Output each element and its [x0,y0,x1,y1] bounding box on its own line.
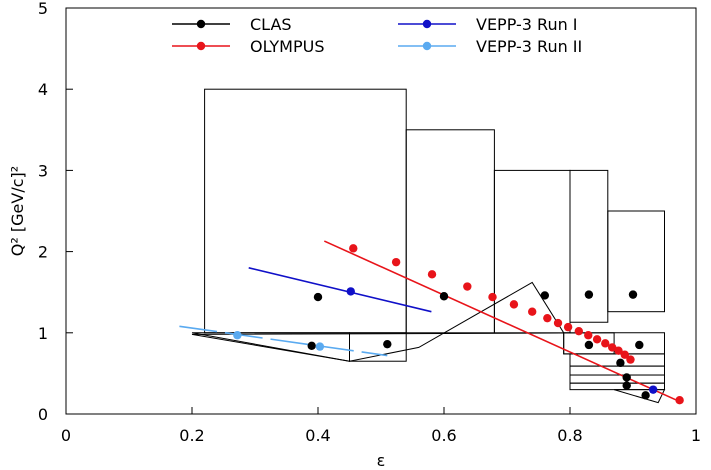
legend-item: OLYMPUS [172,37,324,56]
data-point-clas-3 [540,291,549,300]
data-point-clas-13 [641,391,650,400]
data-point-olympus-11 [574,326,584,336]
series-line-vepp-3-run-i [248,267,432,313]
legend-swatch-marker [196,19,206,29]
data-point-olympus-10 [563,322,573,332]
legend-swatch-marker [422,41,432,51]
acceptance-region-5 [607,210,665,313]
x-tick-label: 0.8 [557,426,582,445]
y-tick-label: 2 [38,243,48,262]
data-point-olympus-18 [626,355,635,364]
acceptance-region-4 [569,169,609,323]
data-point-clas-9 [635,340,644,350]
series-lines [179,240,681,403]
data-point-clas-2 [439,292,449,301]
data-point-olympus-4 [463,282,472,291]
y-tick-label: 4 [38,80,48,99]
legend-swatch-marker [196,41,206,51]
data-point-olympus-3 [427,270,437,279]
data-point-olympus-9 [553,318,563,328]
data-point-olympus-12 [584,331,593,340]
data-point-clas-6 [307,341,316,350]
data-point-olympus-1 [349,244,358,253]
x-tick-label: 1 [691,426,701,445]
legend-label: VEPP-3 Run I [476,15,578,34]
acceptance-regions [191,88,666,404]
legend-label: VEPP-3 Run II [476,37,582,56]
data-point-clas-4 [584,290,594,299]
legend-item: VEPP-3 Run I [398,15,578,34]
y-axis-label: Q² [GeV/c]² [8,166,27,256]
data-point-vepp-3-run-ii-2 [315,342,325,351]
data-point-olympus-8 [543,313,552,323]
legend-label: OLYMPUS [250,37,324,56]
acceptance-region-12 [569,374,665,384]
y-axis-ticks: 0 1 2 3 4 5 [38,0,73,424]
data-point-olympus-6 [509,300,519,309]
legend: CLAS OLYMPUS VEPP-3 Run I VEPP-3 Run II [172,15,582,56]
x-axis-ticks: 0 0.2 0.4 0.6 0.8 1 [61,407,701,445]
legend-swatch-marker [422,19,432,29]
x-tick-label: 0.2 [179,426,204,445]
acceptance-region-14 [613,389,666,404]
data-point-olympus-5 [488,292,497,302]
data-point-clas-10 [616,358,625,368]
y-tick-label: 3 [38,161,48,180]
data-point-vepp-3-run-i-1 [346,287,355,296]
data-point-olympus-14 [601,339,610,348]
data-point-olympus-15 [608,343,617,352]
y-tick-label: 5 [38,0,48,18]
data-point-vepp-3-run-i-2 [648,385,658,394]
series-line-olympus [323,240,681,403]
x-tick-label: 0.4 [305,426,330,445]
data-point-clas-1 [313,292,323,302]
data-point-olympus-13 [592,335,602,344]
data-point-olympus-17 [620,350,630,359]
data-point-clas-11 [622,373,631,382]
legend-item: VEPP-3 Run II [398,37,582,56]
data-point-olympus-7 [528,307,537,316]
acceptance-region-1 [204,88,407,334]
data-point-clas-7 [383,339,392,349]
y-tick-label: 1 [38,324,48,343]
x-tick-label: 0.6 [431,426,456,445]
data-point-olympus-16 [614,346,623,355]
data-point-olympus-19 [675,395,684,405]
data-point-clas-12 [622,381,631,390]
data-point-vepp-3-run-ii-1 [233,331,242,340]
acceptance-region-7 [349,332,407,362]
legend-label: CLAS [250,15,292,34]
plot-frame [65,7,697,415]
data-point-olympus-2 [391,257,401,267]
legend-item: CLAS [172,15,292,34]
y-tick-label: 0 [38,405,48,424]
x-axis-label: ε [377,451,386,470]
data-point-clas-8 [584,340,594,350]
data-point-clas-5 [628,290,638,299]
x-tick-label: 0 [61,426,71,445]
series-line-vepp-3-run-ii [179,325,388,357]
acceptance-region-2 [405,129,495,334]
series-points [233,244,684,405]
